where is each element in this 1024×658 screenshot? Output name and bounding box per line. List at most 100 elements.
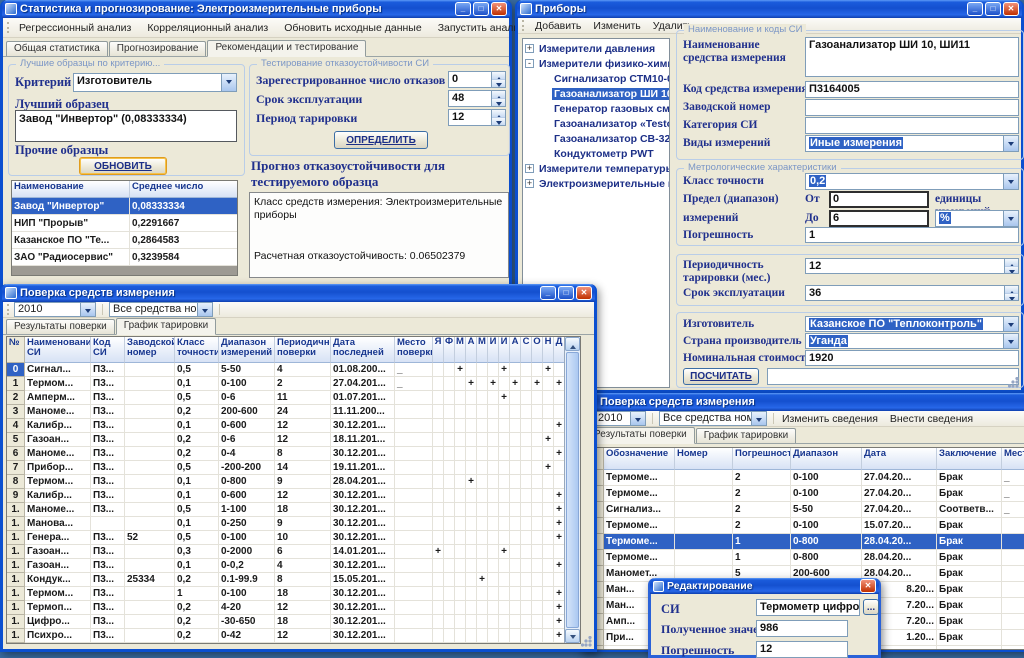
- si-field[interactable]: Термометр цифров: [756, 599, 860, 616]
- title-bar[interactable]: Редактирование ✕: [650, 578, 879, 594]
- scrollbar-thumb[interactable]: [566, 352, 579, 628]
- country-combobox[interactable]: Уганда: [805, 333, 1019, 349]
- title-bar[interactable]: Приборы _ □ ✕: [517, 0, 1022, 18]
- minimize-button[interactable]: _: [455, 2, 471, 16]
- column-header[interactable]: Диапазон измерений: [219, 337, 275, 363]
- menu-correlation[interactable]: Корреляционный анализ: [147, 21, 269, 34]
- determine-button[interactable]: ОПРЕДЕЛИТЬ: [334, 131, 428, 149]
- category-field[interactable]: [805, 117, 1019, 134]
- column-header[interactable]: Номер: [675, 448, 733, 470]
- title-bar[interactable]: Поверка средств измерения _ □ ✕: [2, 284, 595, 302]
- chevron-down-icon[interactable]: [630, 412, 645, 425]
- chevron-down-icon[interactable]: [751, 412, 766, 425]
- close-button[interactable]: ✕: [1003, 2, 1019, 16]
- month-header[interactable]: С: [521, 337, 532, 363]
- month-header[interactable]: А: [466, 337, 477, 363]
- range-to-field[interactable]: 6: [829, 210, 929, 227]
- title-bar[interactable]: Статистика и прогнозирование: Электроизм…: [2, 0, 510, 18]
- menu-edit[interactable]: Изменить: [593, 19, 641, 32]
- chevron-down-icon[interactable]: [1003, 174, 1018, 189]
- month-header[interactable]: Н: [543, 337, 554, 363]
- tree-item[interactable]: Газоанализатор «Testo-3: [554, 117, 669, 130]
- expand-toggle-icon[interactable]: +: [525, 178, 534, 188]
- table-row[interactable]: 2 Амперм... П3... 0,5 0-6 11 01.07.201... +: [7, 391, 565, 405]
- menu-regression[interactable]: Регрессионный анализ: [19, 21, 132, 34]
- tree-item[interactable]: Генератор газовых смесе: [554, 102, 669, 115]
- month-header[interactable]: М: [477, 337, 488, 363]
- table-row[interactable]: 1 Термом... П3... 0,1 0-100 2 27.04.201... _ +…: [7, 377, 565, 391]
- table-row[interactable]: 1. Цифро... П3... 0,2 -30-650 18 30.12.201...…: [7, 615, 565, 629]
- life-spinner[interactable]: 36: [805, 285, 1019, 301]
- column-header[interactable]: Наименование: [12, 181, 130, 198]
- table-row[interactable]: 1. Психро... П3... 0,2 0-42 12 30.12.201... +: [7, 629, 565, 643]
- expand-toggle-icon[interactable]: +: [525, 163, 534, 173]
- tab-schedule[interactable]: График тарировки: [115, 318, 217, 335]
- accuracy-class-combobox[interactable]: 0,2: [805, 173, 1019, 190]
- criterion-combobox[interactable]: Изготовитель: [73, 73, 237, 92]
- failures-spinner[interactable]: 0: [448, 71, 506, 88]
- column-header[interactable]: Место поверки: [395, 337, 433, 363]
- year-combobox[interactable]: 2010: [594, 411, 646, 426]
- error-field[interactable]: 12: [756, 641, 848, 658]
- refresh-button[interactable]: ОБНОВИТЬ: [79, 157, 167, 175]
- scroll-down-icon[interactable]: [565, 629, 580, 643]
- month-header[interactable]: Я: [433, 337, 444, 363]
- month-header[interactable]: И: [499, 337, 510, 363]
- vertical-scrollbar[interactable]: [564, 337, 580, 643]
- table-row[interactable]: 1. Маноме... П3... 0,5 1-100 18 30.12.201... …: [7, 503, 565, 517]
- resize-grip[interactable]: [1008, 377, 1019, 388]
- close-button[interactable]: ✕: [860, 579, 876, 593]
- month-header[interactable]: А: [510, 337, 521, 363]
- chevron-down-icon[interactable]: [1003, 136, 1018, 151]
- resize-grip[interactable]: [581, 636, 592, 647]
- table-row[interactable]: Термоме... 2 0-100 27.04.20... Брак _: [587, 470, 1024, 486]
- close-button[interactable]: ✕: [491, 2, 507, 16]
- expand-toggle-icon[interactable]: -: [525, 59, 534, 68]
- year-combobox[interactable]: 2010: [14, 302, 96, 317]
- tab-schedule[interactable]: График тарировки: [695, 428, 797, 443]
- title-bar[interactable]: Поверка средств измерения: [582, 393, 1024, 411]
- filter-combobox[interactable]: Все средства номер: [659, 411, 767, 426]
- table-row[interactable]: 8 Термом... П3... 0,1 0-800 9 28.04.201... +: [7, 475, 565, 489]
- close-button[interactable]: ✕: [576, 286, 592, 300]
- menu-add[interactable]: Добавить: [535, 19, 582, 32]
- tab-forecasting[interactable]: Прогнозирование: [108, 41, 207, 56]
- period-spinner[interactable]: 12: [805, 258, 1019, 274]
- tree-item[interactable]: + Электроизмерительные при: [525, 177, 669, 190]
- table-row[interactable]: 7 Прибор... П3... 0,5 -200-200 14 19.11.201..…: [7, 461, 565, 475]
- edit-info-menu-item[interactable]: Изменить сведения: [782, 412, 878, 425]
- tab-results[interactable]: Результаты поверки: [586, 427, 695, 444]
- month-header[interactable]: М: [455, 337, 466, 363]
- calc-result-field[interactable]: [767, 368, 1019, 385]
- table-row[interactable]: 1. Манова... 0,1 0-250 9 30.12.201... +: [7, 517, 565, 531]
- column-header[interactable]: Место: [1002, 448, 1024, 470]
- chevron-down-icon[interactable]: [1003, 317, 1018, 331]
- column-header[interactable]: Обозначение: [604, 448, 675, 470]
- chevron-down-icon[interactable]: [80, 303, 95, 316]
- column-header[interactable]: Периодичность поверки: [275, 337, 331, 363]
- table-row[interactable]: 1. Кондук... П3... 25334 0,2 0.1-99.9 8 15.05.…: [7, 573, 565, 587]
- spin-up-icon[interactable]: [492, 72, 505, 81]
- maker-combobox[interactable]: Казанское ПО "Теплоконтроль": [805, 316, 1019, 332]
- units-combobox[interactable]: %: [935, 210, 1019, 227]
- maximize-button[interactable]: □: [473, 2, 489, 16]
- si-code-field[interactable]: П3164005: [805, 81, 1019, 98]
- tab-recommendations[interactable]: Рекомендации и тестирование: [207, 40, 367, 57]
- month-header[interactable]: Ф: [444, 337, 455, 363]
- minimize-button[interactable]: _: [967, 2, 983, 16]
- table-row[interactable]: Термоме... 2 0-100 15.07.20... Брак: [587, 518, 1024, 534]
- table-row[interactable]: Термоме... 1 0-800 28.04.20... Брак: [587, 534, 1024, 550]
- si-name-field[interactable]: Газоанализатор ШИ 10, ШИ11: [805, 37, 1019, 77]
- table-row[interactable]: ЗАО "Радиосервис" 0,3239584: [12, 249, 237, 266]
- filter-combobox[interactable]: Все средства номер: [109, 302, 213, 317]
- table-row[interactable]: 1. Термоп... П3... 0,2 4-20 12 30.12.201... +: [7, 601, 565, 615]
- calculate-button[interactable]: ПОСЧИТАТЬ: [683, 368, 759, 385]
- table-row[interactable]: Термоме... 1 0-800 28.04.20... Брак: [587, 550, 1024, 566]
- menu-refresh-data[interactable]: Обновить исходные данные: [284, 21, 422, 34]
- obtained-value-field[interactable]: 986: [756, 620, 848, 637]
- table-row[interactable]: 4 Калибр... П3... 0,1 0-600 12 30.12.201... +: [7, 419, 565, 433]
- chevron-down-icon[interactable]: [197, 303, 212, 316]
- table-row[interactable]: 5 Газоан... П3... 0,2 0-6 12 18.11.201... +: [7, 433, 565, 447]
- tree-item[interactable]: Кондуктометр PWT: [554, 147, 654, 160]
- month-header[interactable]: О: [532, 337, 543, 363]
